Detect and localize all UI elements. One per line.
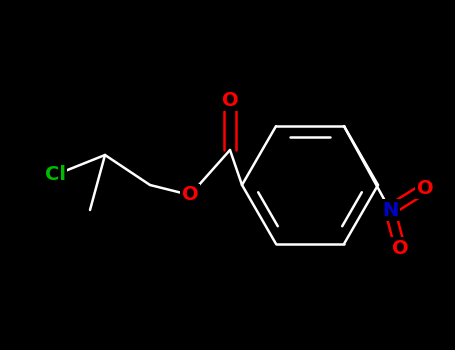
Text: O: O [222,91,238,110]
Text: Cl: Cl [45,166,66,184]
Text: O: O [417,178,433,197]
Text: O: O [182,186,198,204]
Text: O: O [392,238,408,258]
Text: N: N [382,201,398,219]
